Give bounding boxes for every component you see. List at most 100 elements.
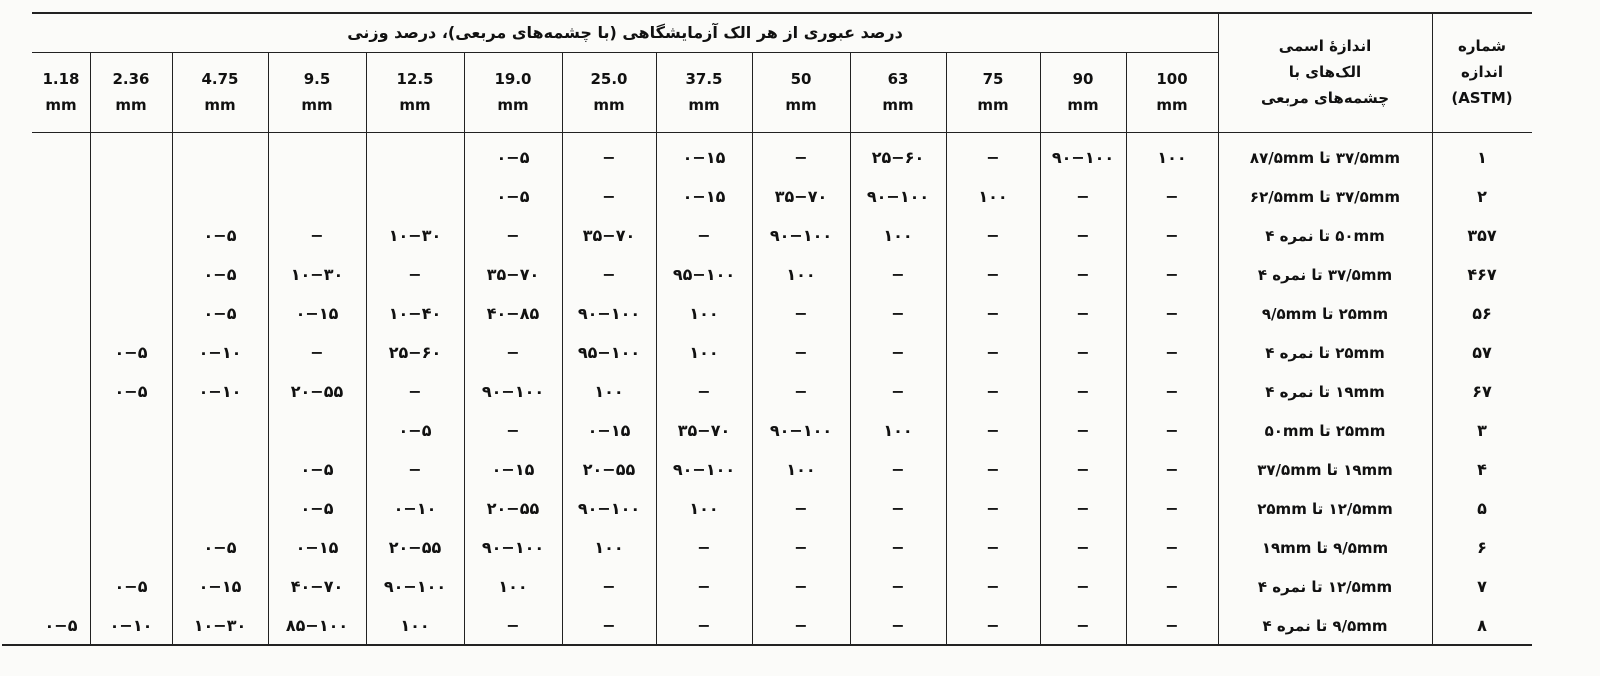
percent-passing-value: −	[986, 148, 1000, 167]
percent-passing-value: −	[1165, 577, 1179, 596]
percent-passing-value: ۰−۱۵	[295, 304, 339, 323]
percent-passing-cell: ۹۰−۱۰۰	[850, 177, 946, 216]
row-nominal-size: ۹/۵mm تا نمره ۴	[1218, 606, 1432, 645]
percent-passing-cell	[32, 528, 90, 567]
percent-passing-cell: ۱۰۰	[562, 372, 656, 411]
percent-passing-value: −	[986, 382, 1000, 401]
column-rule	[850, 52, 851, 644]
percent-passing-cell	[90, 216, 172, 255]
percent-passing-value: ۱۰۰	[689, 499, 719, 518]
percent-passing-cell: −	[1126, 216, 1218, 255]
percent-passing-value: −	[891, 538, 905, 557]
percent-passing-value: −	[1076, 460, 1090, 479]
percent-passing-cell: −	[562, 606, 656, 645]
percent-passing-cell: −	[1126, 294, 1218, 333]
percent-passing-value: ۰−۱۵	[295, 538, 339, 557]
percent-passing-value: −	[602, 265, 616, 284]
row-nominal-size: ۲۵mm تا ۵۰mm	[1218, 411, 1432, 450]
percent-passing-value: −	[986, 538, 1000, 557]
sieve-size-value: 9.5	[303, 70, 331, 88]
percent-passing-value: −	[697, 616, 711, 635]
percent-passing-cell: −	[464, 333, 562, 372]
percent-passing-value: ۰−۱۵	[198, 577, 242, 596]
percent-passing-cell	[32, 372, 90, 411]
percent-passing-cell: ۱۰۰	[946, 177, 1040, 216]
percent-passing-value: ۰−۵	[496, 187, 530, 206]
percent-passing-value: −	[408, 460, 422, 479]
percent-passing-cell: −	[366, 255, 464, 294]
percent-passing-cell: ۰−۵	[268, 450, 366, 489]
percent-passing-cell: ۴۰−۸۵	[464, 294, 562, 333]
percent-passing-value: −	[1076, 616, 1090, 635]
percent-passing-cell: −	[1040, 216, 1126, 255]
row-size-number-text: ۸	[1477, 616, 1487, 635]
row-size-number-text: ۱	[1477, 148, 1487, 167]
row-size-number-text: ۵۶	[1472, 304, 1492, 323]
percent-passing-value: −	[794, 499, 808, 518]
percent-passing-cell: −	[946, 606, 1040, 645]
percent-passing-cell: −	[946, 450, 1040, 489]
percent-passing-value: ۰−۱۵	[587, 421, 631, 440]
percent-passing-value: −	[697, 382, 711, 401]
row-size-number-text: ۳	[1477, 421, 1487, 440]
percent-passing-cell: ۸۵−۱۰۰	[268, 606, 366, 645]
percent-passing-cell: −	[656, 372, 752, 411]
percent-passing-cell: ۰−۵	[464, 138, 562, 177]
row-nominal-size-text: ۵۰mm تا نمره ۴	[1265, 226, 1385, 245]
percent-passing-cell: −	[850, 255, 946, 294]
size-number-header-line: شماره	[1458, 37, 1506, 55]
percent-passing-value: ۰−۱۵	[682, 187, 726, 206]
percent-passing-value: −	[794, 616, 808, 635]
percent-passing-value: ۱۰۰	[883, 226, 913, 245]
percent-passing-value: −	[602, 148, 616, 167]
percent-passing-cell: ۹۰−۱۰۰	[1040, 138, 1126, 177]
percent-passing-value: ۱۰−۳۰	[388, 226, 442, 245]
row-nominal-size-text: ۲۵mm تا نمره ۴	[1265, 343, 1385, 362]
group-header-text: درصد عبوری از هر الک آزمایشگاهی (با چشمه…	[347, 22, 903, 42]
column-rule	[562, 52, 563, 644]
sieve-header: 50 mm	[752, 52, 850, 132]
percent-passing-value: −	[1165, 616, 1179, 635]
percent-passing-cell: −	[946, 411, 1040, 450]
percent-passing-value: −	[794, 304, 808, 323]
row-nominal-size: ۱۹mm تا ۳۷/۵mm	[1218, 450, 1432, 489]
nominal-size-header-line: اندازهٔ اسمی	[1278, 37, 1372, 55]
percent-passing-value: ۰−۵	[114, 577, 148, 596]
percent-passing-value: ۴۰−۷۰	[290, 577, 344, 596]
percent-passing-cell: ۰−۱۵	[268, 294, 366, 333]
percent-passing-value: ۰−۵	[398, 421, 432, 440]
percent-passing-value: −	[506, 421, 520, 440]
percent-passing-cell: −	[850, 567, 946, 606]
row-nominal-size-text: ۳۷/۵mm تا نمره ۴	[1257, 265, 1393, 284]
row-size-number-text: ۲	[1477, 187, 1487, 206]
percent-passing-value: −	[986, 421, 1000, 440]
percent-passing-cell: ۰−۵	[172, 294, 268, 333]
sieve-header: 1.18 mm	[32, 52, 90, 132]
sieve-size-value: 100	[1156, 70, 1188, 88]
percent-passing-value: −	[1076, 343, 1090, 362]
sieve-size-unit: mm	[115, 96, 147, 114]
percent-passing-cell: ۲۰−۵۵	[562, 450, 656, 489]
percent-passing-cell	[268, 138, 366, 177]
percent-passing-cell: −	[850, 489, 946, 528]
sieve-header: 2.36 mm	[90, 52, 172, 132]
percent-passing-value: −	[506, 226, 520, 245]
percent-passing-cell: ۰−۵	[90, 567, 172, 606]
nominal-size-header-line: چشمه‌های مربعی	[1260, 89, 1390, 107]
row-size-number-text: ۳۵۷	[1467, 226, 1497, 245]
percent-passing-value: ۱۰۰	[786, 265, 816, 284]
sieve-size-unit: mm	[593, 96, 625, 114]
percent-passing-value: −	[986, 499, 1000, 518]
sieve-header: 100 mm	[1126, 52, 1218, 132]
percent-passing-value: −	[794, 538, 808, 557]
percent-passing-value: ۰−۵	[203, 226, 237, 245]
sieve-size-value: 50	[790, 70, 812, 88]
row-nominal-size: ۳۷/۵mm تا نمره ۴	[1218, 255, 1432, 294]
percent-passing-value: ۲۵−۶۰	[871, 148, 925, 167]
row-size-number: ۳۵۷	[1432, 216, 1532, 255]
percent-passing-cell: −	[1126, 333, 1218, 372]
sieve-header: 12.5 mm	[366, 52, 464, 132]
sieve-size-unit: mm	[1156, 96, 1188, 114]
percent-passing-value: ۱۰۰	[786, 460, 816, 479]
row-size-number: ۷	[1432, 567, 1532, 606]
